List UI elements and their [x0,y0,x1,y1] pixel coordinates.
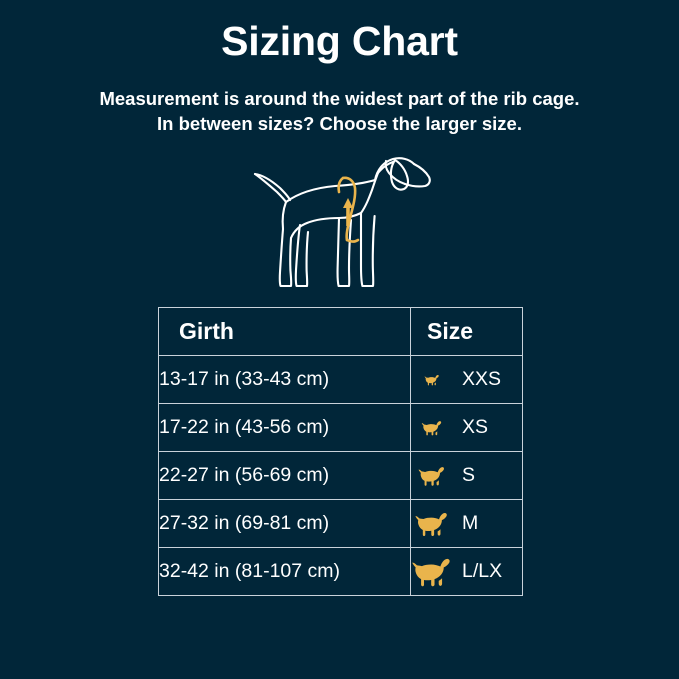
column-header-size: Size [410,307,523,356]
cell-size: XXS [410,355,523,404]
dog-icon-s [411,459,453,493]
dog-icon-m [411,507,453,541]
subtitle-line-1: Measurement is around the widest part of… [99,88,580,109]
size-label: S [462,464,476,486]
dog-icon-xxs [411,363,453,397]
size-label: XS [462,416,489,438]
size-label: L/LX [462,560,503,582]
dog-girth-measurement-diagram [239,152,441,292]
subtitle-line-2: In between sizes? Choose the larger size… [157,113,522,134]
cell-girth: 17-22 in (43-56 cm) [158,403,411,452]
table-header-row: Girth Size [158,307,523,356]
column-header-girth: Girth [158,307,411,356]
sizing-table: Girth Size 13-17 in (33-43 cm) [158,307,523,596]
page-title: Sizing Chart [221,18,458,64]
table-row: 13-17 in (33-43 cm) XXS [158,355,523,404]
cell-size: M [410,499,523,548]
dog-outline-svg [253,157,431,288]
page-subtitle: Measurement is around the widest part of… [0,86,679,136]
cell-size: L/LX [410,547,523,596]
table-row: 32-42 in (81-107 cm) L/LX [158,547,523,596]
table-row: 27-32 in (69-81 cm) M [158,499,523,548]
dog-icon-llx [411,555,453,589]
table-row: 22-27 in (56-69 cm) S [158,451,523,500]
table-row: 17-22 in (43-56 cm) XS [158,403,523,452]
cell-size: XS [410,403,523,452]
cell-girth: 27-32 in (69-81 cm) [158,499,411,548]
size-label: XXS [462,368,502,390]
dog-icon-xs [411,411,453,445]
cell-girth: 32-42 in (81-107 cm) [158,547,411,596]
table-body: 13-17 in (33-43 cm) XXS [158,355,523,596]
cell-girth: 13-17 in (33-43 cm) [158,355,411,404]
cell-size: S [410,451,523,500]
girth-arrow-icon [343,198,353,226]
size-label: M [462,512,479,534]
table-header: Girth Size [158,307,523,356]
cell-girth: 22-27 in (56-69 cm) [158,451,411,500]
